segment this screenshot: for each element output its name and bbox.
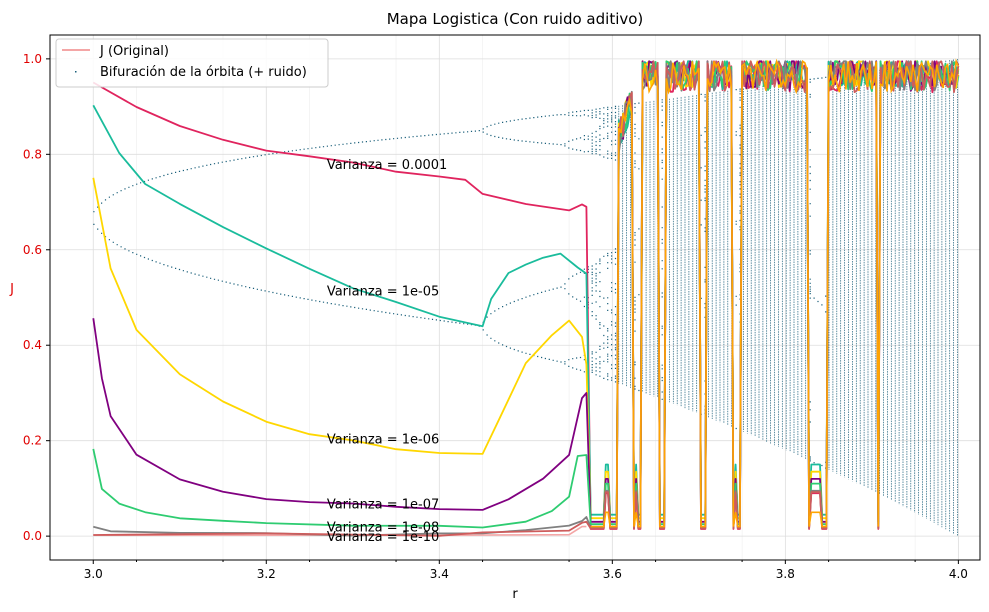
- y-axis-label: J: [9, 282, 14, 297]
- legend-swatch-bifurcation: [75, 71, 77, 73]
- legend-box: [55, 38, 329, 88]
- x-axis-label: r: [512, 587, 518, 602]
- legend: J (Original) Bifuración de la órbita (+ …: [55, 38, 329, 88]
- annotation-label: Varianza = 1e-07: [327, 498, 439, 513]
- y-tick-label: 0.6: [23, 243, 42, 257]
- legend-label-bifurcation: Bifuración de la órbita (+ ruido): [100, 65, 307, 80]
- x-tick-label: 3.0: [84, 567, 103, 581]
- annotation-label: Varianza = 1e-10: [327, 530, 439, 545]
- legend-label-original: J (Original): [99, 44, 169, 59]
- annotation-label: Varianza = 1e-08: [327, 521, 439, 536]
- y-tick-label: 0.2: [23, 434, 42, 448]
- grid: [50, 35, 980, 560]
- y-tick-label: 0.0: [23, 529, 42, 543]
- x-tick-label: 3.8: [776, 567, 795, 581]
- annotations: Varianza = 0.0001 Varianza = 1e-05 Varianz…: [327, 158, 447, 545]
- annotation-label: Varianza = 1e-06: [327, 432, 439, 447]
- x-tick-label: 4.0: [949, 567, 968, 581]
- series-layer: [92, 58, 960, 537]
- x-tick-label: 3.4: [430, 567, 449, 581]
- x-tick-label: 3.6: [603, 567, 622, 581]
- annotation-label: Varianza = 1e-05: [327, 284, 439, 299]
- axis-ticks: 3.0 3.2 3.4 3.6 3.8 4.0 0.0 0.2 0.4 0.6 0.8 1.0: [23, 52, 968, 581]
- bifurcation-layer: [93, 59, 958, 536]
- chart-title: Mapa Logistica (Con ruido aditivo): [387, 10, 644, 28]
- y-tick-label: 0.8: [23, 147, 42, 161]
- plot-frame: [49, 34, 981, 561]
- y-tick-label: 0.4: [23, 338, 42, 352]
- annotation-label: Varianza = 0.0001: [327, 158, 447, 173]
- bifurcation-orbit-points: [93, 76, 827, 469]
- y-tick-label: 1.0: [23, 52, 42, 66]
- x-tick-label: 3.2: [257, 567, 276, 581]
- series-line-overlay: [590, 58, 960, 528]
- series-line-0: [93, 525, 587, 536]
